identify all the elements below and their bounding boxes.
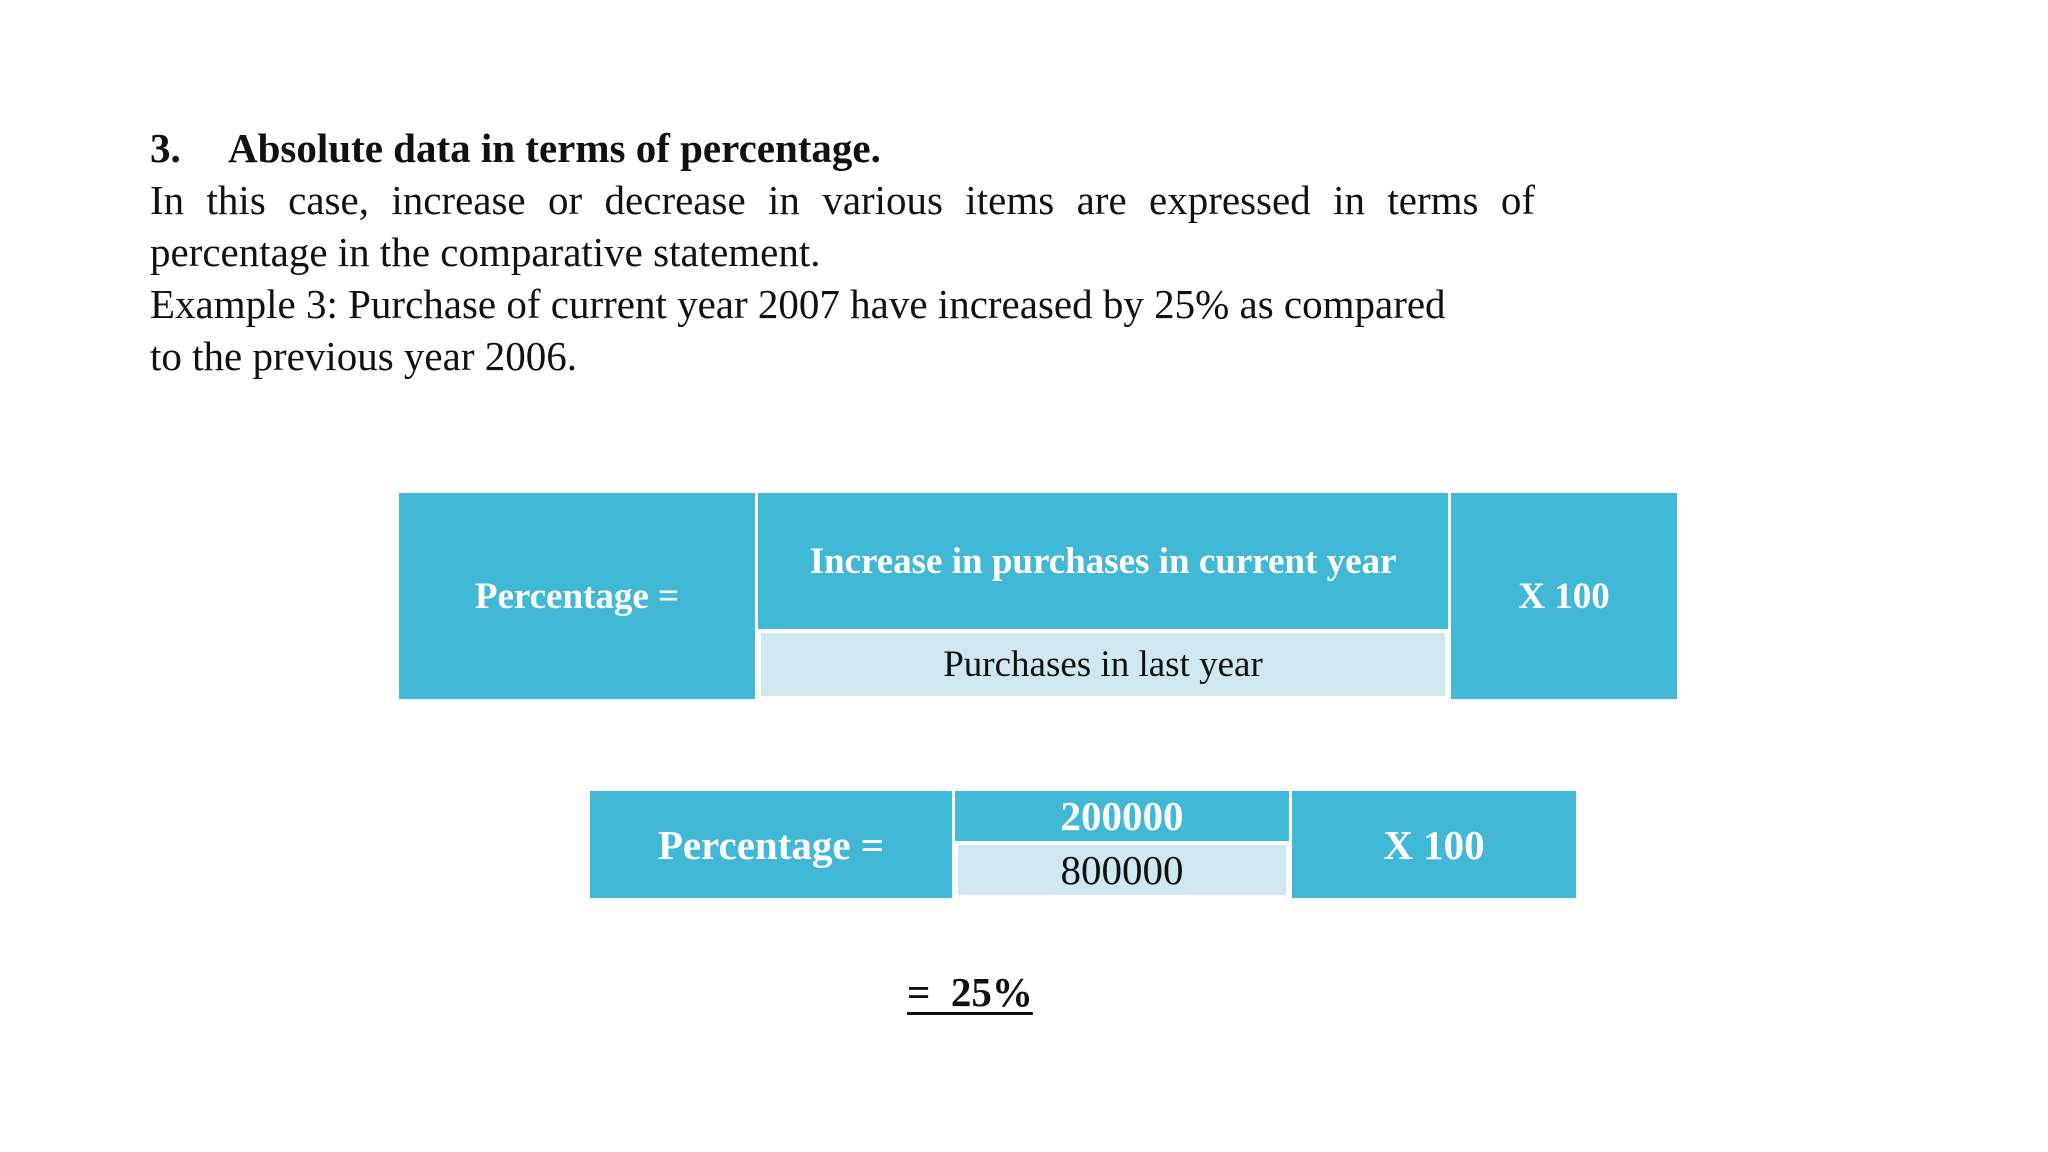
calculation-numerator: 200000 bbox=[955, 791, 1289, 841]
section-heading: 3. Absolute data in terms of percentage. bbox=[150, 122, 1535, 174]
calculation-label: Percentage = bbox=[590, 791, 952, 898]
calculation-result: = 25% bbox=[907, 969, 1033, 1015]
calculation-multiplier: X 100 bbox=[1292, 791, 1576, 898]
calculation-fraction: 200000 800000 bbox=[955, 791, 1289, 898]
explanation-text: 3. Absolute data in terms of percentage.… bbox=[150, 122, 1535, 382]
calculation-denominator: 800000 bbox=[955, 841, 1289, 898]
paragraph-example-line-2: to the previous year 2006. bbox=[150, 333, 577, 379]
paragraph-definition: In this case, increase or decrease in va… bbox=[150, 177, 1535, 275]
section-number: 3. bbox=[150, 125, 181, 171]
formula-label: Percentage = bbox=[399, 493, 755, 699]
formula-denominator: Purchases in last year bbox=[758, 629, 1448, 699]
formula-fraction: Increase in purchases in current year Pu… bbox=[758, 493, 1448, 699]
formula-numerator: Increase in purchases in current year bbox=[758, 493, 1448, 629]
percentage-formula: Percentage = Increase in purchases in cu… bbox=[399, 493, 1677, 699]
percentage-calculation: Percentage = 200000 800000 X 100 bbox=[590, 791, 1576, 898]
paragraph-example-line-1: Example 3: Purchase of current year 2007… bbox=[150, 281, 1446, 327]
section-title: Absolute data in terms of percentage. bbox=[228, 125, 881, 171]
formula-multiplier: X 100 bbox=[1451, 493, 1677, 699]
